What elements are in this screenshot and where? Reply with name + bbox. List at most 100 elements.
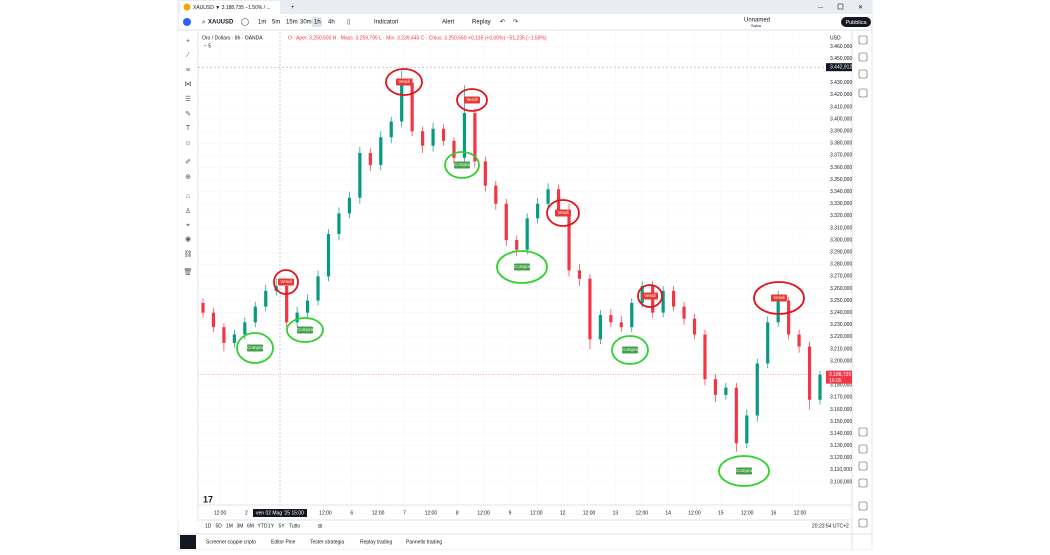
tool-icon[interactable]: ◉ <box>185 236 191 243</box>
window-close[interactable]: ✕ <box>858 5 863 11</box>
bottom-tab[interactable]: Editor Pine <box>271 539 296 545</box>
interval-button[interactable]: 30m <box>300 20 312 26</box>
y-tick-label: 3.260,000 <box>830 286 852 292</box>
bottom-tab[interactable]: Pannello trading <box>406 539 442 545</box>
interval-button[interactable]: 1m <box>258 20 266 26</box>
side-icon[interactable] <box>858 427 868 437</box>
range-button[interactable]: 6M <box>247 523 254 529</box>
side-icon[interactable] <box>858 52 868 62</box>
window-min[interactable]: — <box>818 4 823 10</box>
tool-icon[interactable]: T <box>186 125 191 132</box>
range-buttons: 1D 5D 1M 3M 6M YTD 1Y 5Y Tutto <box>205 523 300 529</box>
range-button[interactable]: Tutto <box>289 523 300 529</box>
window-max[interactable] <box>837 3 844 10</box>
tool-icon[interactable]: 🗑 <box>184 267 193 276</box>
tool-icon[interactable]: ≡ <box>186 67 190 74</box>
right-tools <box>858 35 868 528</box>
side-icon[interactable] <box>858 501 868 511</box>
redo-button[interactable]: ↷ <box>513 19 518 26</box>
interval-button[interactable]: 1h <box>314 20 321 26</box>
side-icon[interactable] <box>858 69 868 79</box>
bottom-tab[interactable]: Screener coppie cripto <box>206 539 256 545</box>
y-tick-label: 3.350,000 <box>830 177 852 183</box>
side-icon[interactable] <box>858 461 868 471</box>
annotation-ellipse <box>753 281 805 315</box>
indicators-button[interactable]: Indicatori <box>374 20 398 26</box>
title-bar <box>178 0 872 14</box>
x-tick-label: 12:00 <box>425 510 438 516</box>
tool-icon[interactable]: ☰ <box>185 96 191 103</box>
y-tick-label: 3.290,000 <box>830 249 852 255</box>
chart-type-icon[interactable]: ▯ <box>347 20 350 26</box>
replay-button[interactable]: Replay <box>472 20 491 26</box>
search-icon[interactable]: ⌕ <box>202 20 205 26</box>
tool-icon[interactable]: ⛓ <box>184 250 193 258</box>
x-tick-label: 12:00 <box>583 510 596 516</box>
side-icon[interactable] <box>858 444 868 454</box>
candle-body <box>515 240 519 250</box>
interval-button[interactable]: 4h <box>328 20 335 26</box>
browser-tab[interactable] <box>180 1 280 14</box>
side-icon[interactable] <box>858 518 868 528</box>
candle-body <box>745 415 749 444</box>
interval-button[interactable]: 15m <box>286 20 298 26</box>
tool-icon[interactable]: ✎ <box>185 111 191 118</box>
tool-icon[interactable]: ♙ <box>185 207 191 215</box>
new-tab[interactable]: + <box>291 5 295 11</box>
range-button[interactable]: 1D <box>205 523 212 529</box>
annotation-label: Compra <box>297 327 314 332</box>
alert-button[interactable]: Alert <box>442 20 455 26</box>
symbol-search[interactable]: XAUUSD <box>208 20 234 26</box>
tool-icon[interactable]: ✐ <box>185 159 191 166</box>
tool-icon[interactable]: ☺ <box>184 140 191 147</box>
layout-name[interactable]: Unnamed <box>744 18 770 24</box>
range-button[interactable]: 3M <box>237 523 244 529</box>
range-button[interactable]: 5Y <box>279 523 286 529</box>
annotation-label: Vendi <box>773 295 784 300</box>
date-range-icon[interactable]: ⊞ <box>318 523 322 529</box>
annotation-badge <box>642 292 658 300</box>
tool-icon[interactable]: ⌖ <box>186 222 190 229</box>
range-button[interactable]: YTD <box>258 523 268 529</box>
panel-toggle[interactable] <box>180 535 196 549</box>
side-icon[interactable] <box>858 88 868 98</box>
interval-button[interactable]: 5m <box>272 20 280 26</box>
candle-body <box>389 121 393 138</box>
bottom-tab[interactable]: Replay trading <box>360 539 392 545</box>
tab-title[interactable]: XAUUSD ▼ 3.188,735 −1.50% / ... <box>193 5 271 11</box>
candle-body <box>703 334 707 380</box>
annotation-ellipse <box>385 68 423 96</box>
y-tick-label: 3.240,000 <box>830 310 852 316</box>
publish-button[interactable] <box>841 17 871 27</box>
legend-ohlc: O · Aper. 3.250,500 H · Mass. 3.259,795 … <box>288 35 547 41</box>
tool-icon[interactable]: ⌂ <box>186 193 190 200</box>
y-tick-label: 3.100,000 <box>830 479 852 485</box>
range-button[interactable]: 5D <box>216 523 223 529</box>
crosshair-price-box <box>826 63 852 72</box>
tool-icon[interactable]: ⊕ <box>185 174 191 181</box>
y-tick-label: 3.140,000 <box>830 431 852 437</box>
bottom-tab[interactable]: Tester strategia <box>310 539 344 545</box>
tool-icon[interactable]: ⋈ <box>185 81 192 88</box>
compare-button[interactable] <box>241 18 249 26</box>
user-avatar[interactable] <box>183 18 191 26</box>
y-tick-label: 3.390,000 <box>830 129 852 135</box>
currency-label: USD <box>830 35 841 41</box>
tool-icon[interactable]: ⁄ <box>185 52 190 59</box>
publish-label[interactable]: Pubblica <box>845 20 867 26</box>
annotation-ellipse <box>236 332 274 364</box>
candle-body <box>452 140 456 158</box>
y-tick-label: 3.110,000 <box>830 467 852 473</box>
side-icon[interactable] <box>858 478 868 488</box>
undo-button[interactable]: ↶ <box>500 19 505 26</box>
layout-save[interactable]: Salva <box>751 23 762 28</box>
tool-icon[interactable]: + <box>186 38 190 45</box>
interval-group: 1m 5m 15m 30m 1h 4h <box>258 17 335 27</box>
range-button[interactable]: 1Y <box>268 523 275 529</box>
side-icon[interactable] <box>858 35 868 45</box>
annotation-badge <box>297 326 313 334</box>
range-button[interactable]: 1M <box>226 523 233 529</box>
candle-body <box>264 290 268 307</box>
y-tick-label: 3.270,000 <box>830 274 852 280</box>
